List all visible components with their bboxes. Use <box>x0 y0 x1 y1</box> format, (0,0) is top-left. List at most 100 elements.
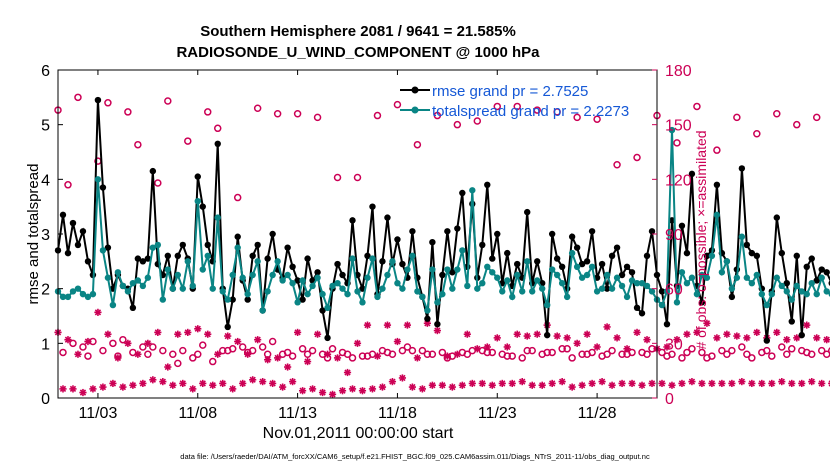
obs-possible-marker <box>463 350 472 359</box>
rmse-point <box>379 258 386 265</box>
rmse-point <box>578 260 586 268</box>
obs-assimilated-marker <box>164 363 172 371</box>
obs-possible-marker <box>763 346 771 355</box>
totalspread-point <box>703 274 711 281</box>
totalspread-point <box>553 271 561 279</box>
obs-assimilated-marker <box>134 350 142 358</box>
obs-assimilated-marker <box>149 376 157 384</box>
obs-possible-marker <box>708 352 716 360</box>
totalspread-point <box>578 274 586 281</box>
totalspread-point <box>89 290 97 298</box>
totalspread-point <box>154 241 162 249</box>
obs-possible-marker <box>433 111 442 120</box>
totalspread-point <box>519 288 526 295</box>
rmse-point <box>74 241 82 249</box>
totalspread-point <box>593 288 601 295</box>
obs-assimilated-marker <box>538 381 546 389</box>
rmse-point <box>628 269 636 276</box>
totalspread-point <box>79 290 87 298</box>
obs-assimilated-marker <box>259 378 267 386</box>
totalspread-point <box>304 290 311 298</box>
obs-assimilated-marker <box>468 379 476 388</box>
obs-possible-marker <box>149 343 157 351</box>
obs-assimilated-marker <box>623 345 631 353</box>
rmse-point <box>449 269 456 276</box>
obs-assimilated-marker <box>413 354 421 362</box>
obs-assimilated-marker <box>813 334 821 342</box>
rmse-point <box>618 271 626 279</box>
totalspread-point <box>284 271 291 279</box>
totalspread-point <box>224 296 231 303</box>
rmse-point <box>429 239 436 246</box>
obs-possible-marker <box>748 354 756 362</box>
chart-title: Southern Hemisphere 2081 / 9641 = 21.585… <box>200 23 516 40</box>
obs-possible-marker <box>793 120 801 129</box>
totalspread-point <box>214 214 221 221</box>
obs-possible-marker <box>59 348 67 357</box>
obs-assimilated-marker <box>373 352 382 360</box>
rmse-point <box>314 269 321 276</box>
obs-possible-marker <box>189 354 197 362</box>
obs-assimilated-marker <box>513 330 521 338</box>
obs-possible-marker <box>288 352 297 360</box>
rmse-point <box>264 255 271 262</box>
obs-assimilated-marker <box>189 385 197 393</box>
obs-possible-marker <box>298 345 307 353</box>
obs-assimilated-marker <box>64 336 72 344</box>
obs-assimilated-marker <box>693 328 701 336</box>
obs-assimilated-marker <box>403 321 412 329</box>
totalspread-point <box>683 280 691 287</box>
obs-possible-marker <box>74 93 82 102</box>
obs-assimilated-marker <box>453 350 461 358</box>
totalspread-point <box>688 274 696 281</box>
totalspread-point <box>529 288 536 295</box>
obs-possible-marker <box>159 346 167 355</box>
obs-possible-marker <box>303 350 312 359</box>
obs-possible-marker <box>348 354 357 362</box>
obs-assimilated-marker <box>523 332 531 340</box>
totalspread-point <box>69 288 77 295</box>
totalspread-point <box>149 244 157 251</box>
y2-tick-label: 60 <box>665 282 683 299</box>
totalspread-point <box>189 282 196 290</box>
rmse-point <box>678 222 686 229</box>
totalspread-point <box>219 288 226 295</box>
obs-possible-marker <box>84 352 92 360</box>
totalspread-point <box>109 301 117 309</box>
totalspread-point <box>419 293 426 301</box>
obs-assimilated-marker <box>678 379 686 388</box>
obs-assimilated-marker <box>179 379 187 388</box>
totalspread-point <box>743 274 751 281</box>
totalspread-point <box>783 288 790 295</box>
legend: rmse grand pr = 2.7525 totalspread grand … <box>400 83 629 120</box>
totalspread-point <box>514 271 521 279</box>
rmse-point <box>743 241 751 249</box>
obs-possible-marker <box>293 109 302 118</box>
obs-possible-marker <box>104 99 112 107</box>
obs-possible-marker <box>628 348 636 357</box>
rmse-point <box>334 260 341 268</box>
totalspread-point <box>778 282 785 290</box>
series-line-rmse <box>57 100 830 341</box>
totalspread-point <box>598 285 606 292</box>
obs-possible-marker <box>174 359 182 368</box>
obs-possible-marker <box>593 115 601 123</box>
obs-assimilated-marker <box>214 350 222 358</box>
y-tick-label: 6 <box>41 63 50 80</box>
totalspread-point <box>409 252 416 260</box>
obs-possible-marker <box>398 346 407 355</box>
rmse-point <box>698 299 706 306</box>
totalspread-point <box>294 299 301 306</box>
obs-assimilated-marker <box>348 385 357 393</box>
totalspread-point <box>524 258 531 265</box>
totalspread-point <box>99 247 107 254</box>
rmse-point <box>284 244 291 251</box>
rmse-point <box>204 241 211 249</box>
obs-possible-marker <box>79 343 87 351</box>
obs-possible-marker <box>718 346 726 355</box>
rmse-point <box>728 293 736 301</box>
obs-assimilated-marker <box>668 381 676 389</box>
rmse-point <box>364 252 371 260</box>
obs-assimilated-marker <box>518 378 526 386</box>
